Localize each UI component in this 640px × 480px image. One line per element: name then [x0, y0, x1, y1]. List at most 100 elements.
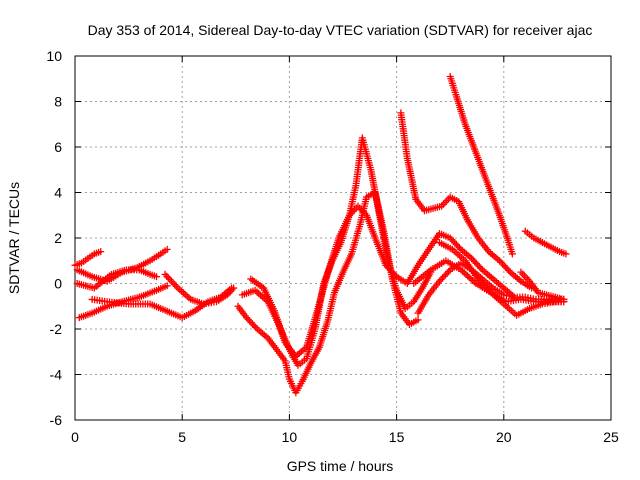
data-point [500, 262, 508, 270]
x-axis-label: GPS time / hours [287, 458, 394, 474]
series-track-1 [71, 248, 105, 269]
series-track-5 [88, 284, 236, 322]
grid [75, 56, 611, 420]
series-track-15 [517, 268, 568, 303]
series-track-16 [521, 227, 570, 258]
x-tick-label: 25 [603, 429, 619, 445]
x-tick-label: 15 [389, 429, 405, 445]
data-point [459, 267, 467, 275]
data-point [445, 267, 453, 275]
x-tick-label: 5 [178, 429, 186, 445]
data-point [443, 269, 451, 277]
data-point [451, 239, 459, 247]
data-point [471, 258, 479, 266]
data-point [465, 273, 473, 281]
data-point [502, 263, 510, 271]
data-point [163, 272, 171, 280]
series-track-9 [247, 202, 519, 360]
data-point [385, 265, 393, 273]
y-tick-label: 4 [54, 185, 62, 201]
data-point [435, 277, 443, 285]
data-point [474, 261, 482, 269]
data-point [252, 323, 260, 331]
x-tick-label: 0 [71, 429, 79, 445]
y-tick-label: -6 [50, 412, 63, 428]
data-point [469, 276, 477, 284]
data-point [437, 276, 445, 284]
data-point [448, 236, 456, 244]
data-point [244, 315, 252, 323]
data-point [163, 245, 171, 253]
series-track-3 [73, 266, 160, 292]
series-track-10 [397, 109, 536, 292]
data-point [475, 263, 483, 271]
data-point [386, 266, 394, 274]
series-track-8 [238, 134, 435, 369]
y-tick-label: 8 [54, 94, 62, 110]
data-point [167, 277, 175, 285]
data-point [468, 254, 476, 262]
data-point [390, 269, 398, 277]
x-tick-label: 10 [282, 429, 298, 445]
y-tick-label: 6 [54, 139, 62, 155]
data-point [469, 256, 477, 264]
y-tick-label: 0 [54, 276, 62, 292]
series-track-12 [446, 72, 516, 258]
y-tick-labels: -6 -4 -2 0 2 4 6 8 10 [46, 48, 62, 428]
data-point [449, 237, 457, 245]
data-point [163, 282, 171, 290]
data-point [246, 317, 254, 325]
series-track-7 [234, 189, 422, 397]
data-point [97, 248, 105, 256]
data-point [446, 234, 454, 242]
data-point [477, 264, 485, 272]
series-track-14 [435, 239, 568, 319]
data-point [505, 267, 513, 274]
data-point [560, 295, 568, 303]
data-point [247, 319, 255, 326]
data-point [171, 281, 179, 289]
data-point [440, 272, 448, 280]
y-tick-label: -4 [50, 367, 63, 383]
data-points [71, 72, 570, 397]
data-point [414, 316, 422, 324]
data-point [383, 263, 391, 271]
x-tick-labels: 0 5 10 15 20 25 [71, 429, 619, 445]
y-tick-label: -2 [50, 321, 63, 337]
data-point [499, 260, 507, 268]
data-point [230, 284, 238, 292]
data-point [472, 259, 480, 267]
series-track-6 [161, 270, 238, 308]
data-point [460, 269, 468, 277]
data-point [455, 244, 463, 252]
data-point [508, 250, 516, 258]
data-point [562, 250, 570, 258]
data-point [497, 258, 505, 266]
data-point [452, 241, 460, 248]
data-point [161, 270, 169, 278]
data-point [503, 265, 511, 273]
data-point [152, 273, 160, 281]
data-point [467, 275, 475, 283]
data-point [250, 322, 258, 330]
y-tick-label: 2 [54, 230, 62, 246]
data-point [439, 274, 447, 282]
chart-title: Day 353 of 2014, Sidereal Day-to-day VTE… [88, 22, 593, 38]
data-point [243, 314, 251, 322]
data-point [454, 242, 462, 250]
y-tick-label: 10 [46, 48, 62, 64]
data-point [391, 271, 399, 279]
data-point [470, 278, 478, 286]
y-axis-label: SDTVAR / TECUs [6, 182, 22, 294]
data-point [388, 268, 396, 276]
data-point [172, 282, 180, 290]
data-point [382, 261, 390, 269]
data-point [496, 257, 504, 265]
x-tick-label: 20 [496, 429, 512, 445]
data-point [166, 276, 174, 284]
data-point [464, 272, 472, 280]
data-point [462, 270, 470, 278]
data-point [457, 266, 465, 274]
data-point [249, 320, 257, 328]
